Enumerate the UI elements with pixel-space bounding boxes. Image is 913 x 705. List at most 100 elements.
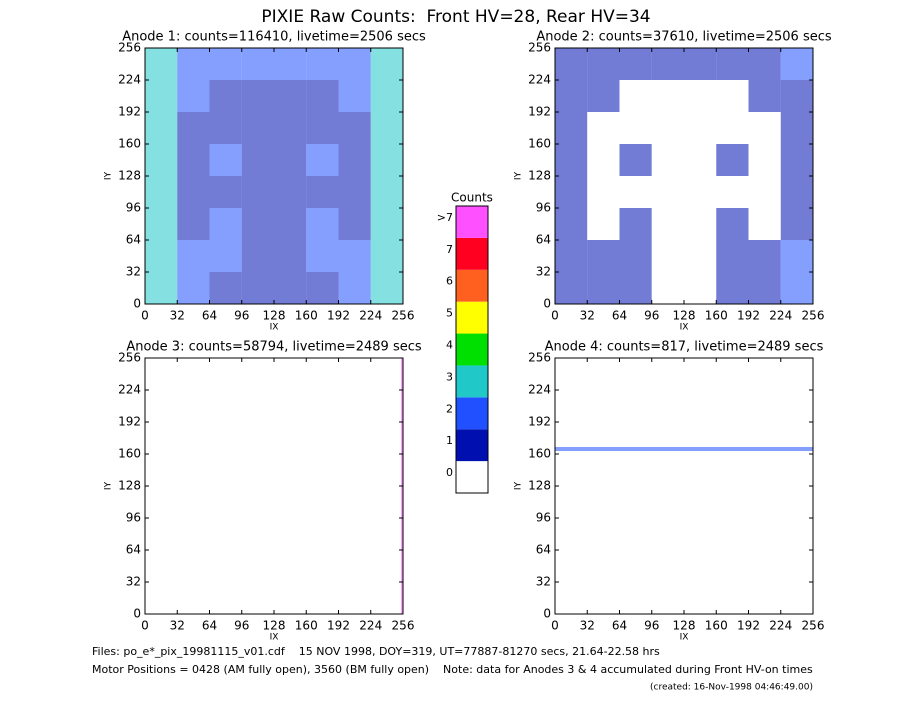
x-axis-label: IX <box>680 323 689 333</box>
heat-cell <box>748 144 781 176</box>
heat-cell <box>619 240 652 272</box>
heat-cell <box>651 80 684 112</box>
heat-cell <box>684 112 717 144</box>
heat-cell <box>306 144 339 176</box>
heat-cell <box>177 144 210 176</box>
heat-cell <box>555 208 588 240</box>
heat-cell <box>555 144 588 176</box>
heat-cell <box>209 272 242 304</box>
heat-cell <box>587 176 620 208</box>
heat-cell <box>748 272 781 304</box>
x-tick-label: 256 <box>392 619 415 633</box>
heat-cell <box>684 272 717 304</box>
y-axis-label: IY <box>104 171 114 180</box>
colorbar-title: Counts <box>451 191 493 205</box>
x-tick-label: 0 <box>141 309 149 323</box>
x-tick-label: 160 <box>705 309 728 323</box>
heat-cell <box>209 80 242 112</box>
heat-cell <box>684 80 717 112</box>
x-tick-label: 96 <box>234 309 249 323</box>
heat-cell <box>274 80 307 112</box>
heat-cell <box>177 112 210 144</box>
heat-cell <box>274 272 307 304</box>
panel-title: Anode 3: counts=58794, livetime=2489 sec… <box>126 340 422 355</box>
colorbar-swatch <box>456 301 488 334</box>
x-tick-label: 0 <box>551 619 559 633</box>
heat-cell <box>748 176 781 208</box>
heat-cell <box>306 240 339 272</box>
x-tick-label: 224 <box>359 619 382 633</box>
heat-cell <box>555 447 813 451</box>
colorbar-label: 5 <box>446 307 453 320</box>
x-tick-label: 256 <box>802 309 825 323</box>
y-tick-label: 224 <box>528 73 551 87</box>
y-tick-label: 96 <box>536 201 551 215</box>
colorbar-swatch <box>456 206 488 238</box>
heat-cell <box>748 240 781 272</box>
colorbar-swatch <box>456 237 488 270</box>
heat-cell <box>241 240 274 272</box>
heat-cell <box>555 48 588 80</box>
panel-title: Anode 4: counts=817, livetime=2489 secs <box>545 340 824 355</box>
heat-cell <box>370 240 403 272</box>
heat-cell <box>370 112 403 144</box>
y-tick-label: 160 <box>118 137 141 151</box>
y-tick-label: 224 <box>118 73 141 87</box>
heat-cell <box>241 80 274 112</box>
heat-cell <box>716 112 749 144</box>
x-tick-label: 160 <box>705 619 728 633</box>
x-tick-label: 128 <box>673 619 696 633</box>
colorbar-label: 6 <box>446 275 453 288</box>
heat-cell <box>619 144 652 176</box>
x-tick-label: 96 <box>234 619 249 633</box>
x-tick-label: 192 <box>327 309 350 323</box>
heat-cell <box>370 48 403 80</box>
heat-cell <box>209 144 242 176</box>
heat-cell <box>274 112 307 144</box>
colorbar-frame <box>455 205 489 494</box>
heat-cell <box>370 144 403 176</box>
heat-cell <box>241 112 274 144</box>
heat-cell <box>338 48 371 80</box>
heat-cell <box>716 208 749 240</box>
x-tick-label: 64 <box>202 619 217 633</box>
heat-cell <box>145 208 178 240</box>
heat-cell <box>555 112 588 144</box>
heat-cell <box>274 240 307 272</box>
heat-cell <box>338 144 371 176</box>
y-tick-label: 256 <box>528 41 551 55</box>
heat-cell <box>145 272 178 304</box>
x-tick-label: 256 <box>802 619 825 633</box>
x-tick-label: 160 <box>295 309 318 323</box>
heat-cell <box>780 240 813 272</box>
x-tick-label: 96 <box>644 309 659 323</box>
heat-cell <box>241 144 274 176</box>
heat-cell <box>274 208 307 240</box>
heat-cell <box>684 208 717 240</box>
heat-cell <box>370 80 403 112</box>
heat-cell <box>274 144 307 176</box>
heat-cell <box>748 208 781 240</box>
heat-cell <box>619 48 652 80</box>
heat-cell <box>209 208 242 240</box>
heat-cell <box>651 176 684 208</box>
y-tick-label: 192 <box>118 105 141 119</box>
colorbar-label: 7 <box>446 243 453 256</box>
heat-cell <box>651 48 684 80</box>
y-tick-label: 160 <box>528 447 551 461</box>
y-tick-label: 256 <box>118 351 141 365</box>
heat-cell <box>241 208 274 240</box>
x-tick-label: 32 <box>170 309 185 323</box>
footnote: Motor Positions = 0428 (AM fully open), … <box>92 663 813 676</box>
y-tick-label: 192 <box>118 415 141 429</box>
heat-cell <box>587 112 620 144</box>
colorbar-label: 4 <box>446 339 453 352</box>
heat-cell <box>651 240 684 272</box>
heat-cell <box>338 112 371 144</box>
x-tick-label: 32 <box>580 309 595 323</box>
y-tick-label: 32 <box>126 265 141 279</box>
heat-cell <box>780 272 813 304</box>
heat-cell <box>274 48 307 80</box>
heat-cell <box>145 144 178 176</box>
